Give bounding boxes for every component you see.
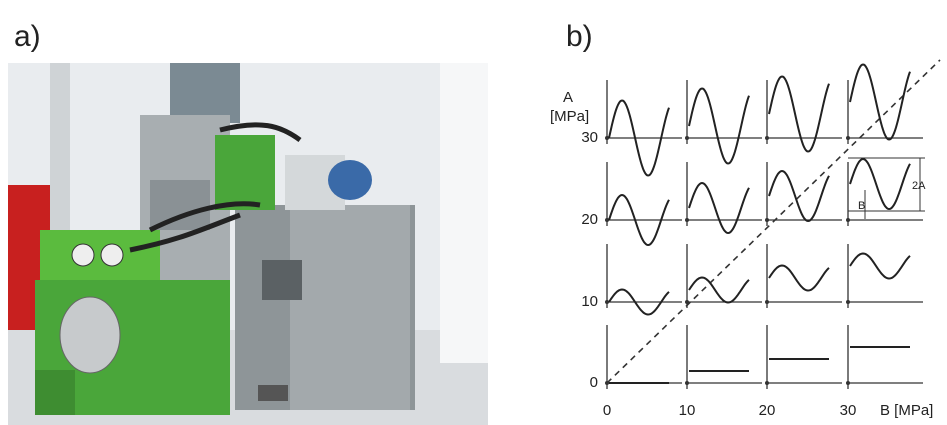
- x-tick-label: 30: [840, 402, 857, 419]
- panel-label: b): [566, 20, 593, 53]
- cell-origin: [605, 218, 609, 222]
- waveform: [688, 276, 750, 304]
- x-axis-label: B [MPa]: [880, 402, 933, 419]
- x-tick-label: 20: [759, 402, 776, 419]
- x-tick-label: 0: [603, 402, 611, 419]
- waveform: [849, 252, 911, 280]
- cell-origin: [765, 218, 769, 222]
- cell-origin: [765, 300, 769, 304]
- cell-origin: [846, 381, 850, 385]
- waveform: [768, 264, 830, 292]
- cell-origin: [846, 136, 850, 140]
- cell-origin: [685, 300, 689, 304]
- waveform: [768, 75, 830, 153]
- y-axis-label: A: [563, 89, 573, 106]
- waveform: [688, 87, 750, 165]
- cell-origin: [685, 218, 689, 222]
- waveform: [608, 288, 670, 316]
- waveform: [688, 181, 750, 235]
- waveform: [608, 99, 670, 177]
- y-tick-label: 30: [581, 129, 598, 146]
- y-axis-label: [MPa]: [550, 108, 589, 125]
- x-tick-label: 10: [679, 402, 696, 419]
- waveform: [849, 63, 911, 141]
- y-tick-label: 20: [581, 211, 598, 228]
- cell-origin: [605, 381, 609, 385]
- photo: [8, 63, 488, 425]
- cell-origin: [605, 300, 609, 304]
- cell-origin: [605, 136, 609, 140]
- cell-origin: [846, 218, 850, 222]
- waveform: [849, 157, 911, 211]
- panel-label: a): [14, 20, 41, 53]
- cell-origin: [685, 136, 689, 140]
- y-tick-label: 0: [590, 374, 598, 391]
- cell-origin: [846, 300, 850, 304]
- waveform: [768, 169, 830, 223]
- annotation: 2A: [912, 180, 926, 192]
- cell-origin: [685, 381, 689, 385]
- cell-origin: [765, 381, 769, 385]
- waveform: [608, 193, 670, 247]
- cell-origin: [765, 136, 769, 140]
- annotation: B: [858, 200, 865, 212]
- y-tick-label: 10: [581, 293, 598, 310]
